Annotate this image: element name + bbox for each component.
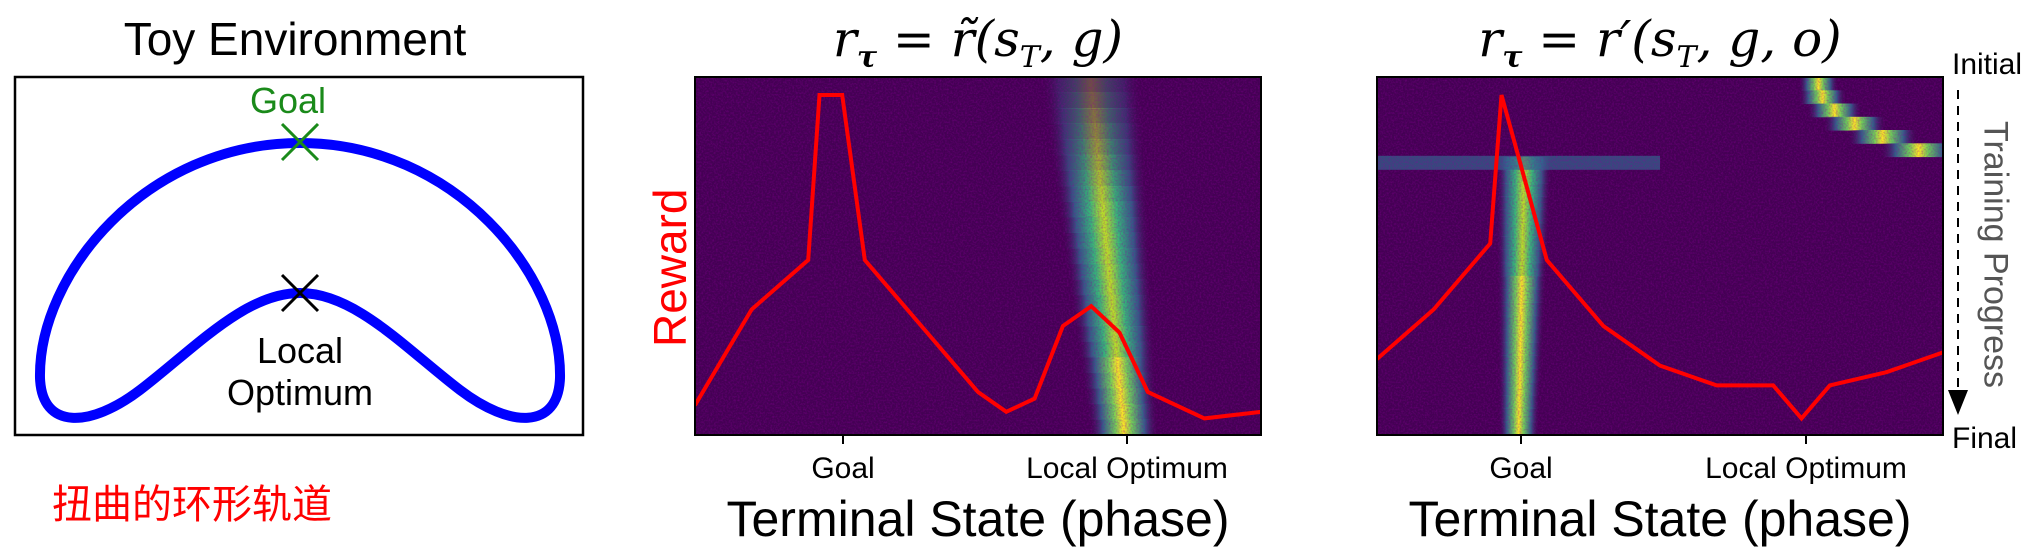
reward-curve-1	[695, 93, 1261, 421]
density-strip	[1091, 435, 1159, 451]
reward-curve-2	[1377, 94, 1943, 422]
goal-marker	[280, 122, 320, 162]
heatmap-panel-2	[1376, 76, 1944, 449]
initial-label: Initial	[1952, 48, 2023, 81]
tick-goal-1: Goal	[811, 452, 875, 485]
reward-axis-label: Reward	[644, 188, 696, 347]
tick-goal-2: Goal	[1489, 452, 1553, 485]
training-progress-arrow	[1948, 90, 1968, 415]
final-label: Final	[1952, 422, 2018, 455]
xlabel-1: Terminal State (phase)	[726, 491, 1230, 547]
toy-caption: 扭曲的环形轨道	[52, 482, 332, 528]
tick-local-2: Local Optimum	[1705, 452, 1907, 485]
local-optimum-line1: Local	[256, 330, 344, 371]
local-optimum-label: Local Optimum	[200, 330, 400, 414]
density-strip	[1499, 435, 1539, 449]
local-optimum-line2: Optimum	[226, 372, 374, 413]
training-progress-label: Training Progress	[1976, 120, 2015, 389]
toy-environment-frame	[13, 75, 585, 437]
local-optimum-marker	[280, 273, 320, 313]
heatmap-panel-1	[694, 76, 1262, 451]
panel-2-title: rτ = r′(sT, g, o)	[1478, 10, 1842, 75]
xlabel-2: Terminal State (phase)	[1408, 491, 1912, 547]
tick-local-1: Local Optimum	[1026, 452, 1228, 485]
goal-label: Goal	[250, 80, 327, 121]
toy-environment-title: Toy Environment	[123, 13, 467, 65]
panel-1-title: rτ = r̃(sT, g)	[832, 10, 1124, 75]
